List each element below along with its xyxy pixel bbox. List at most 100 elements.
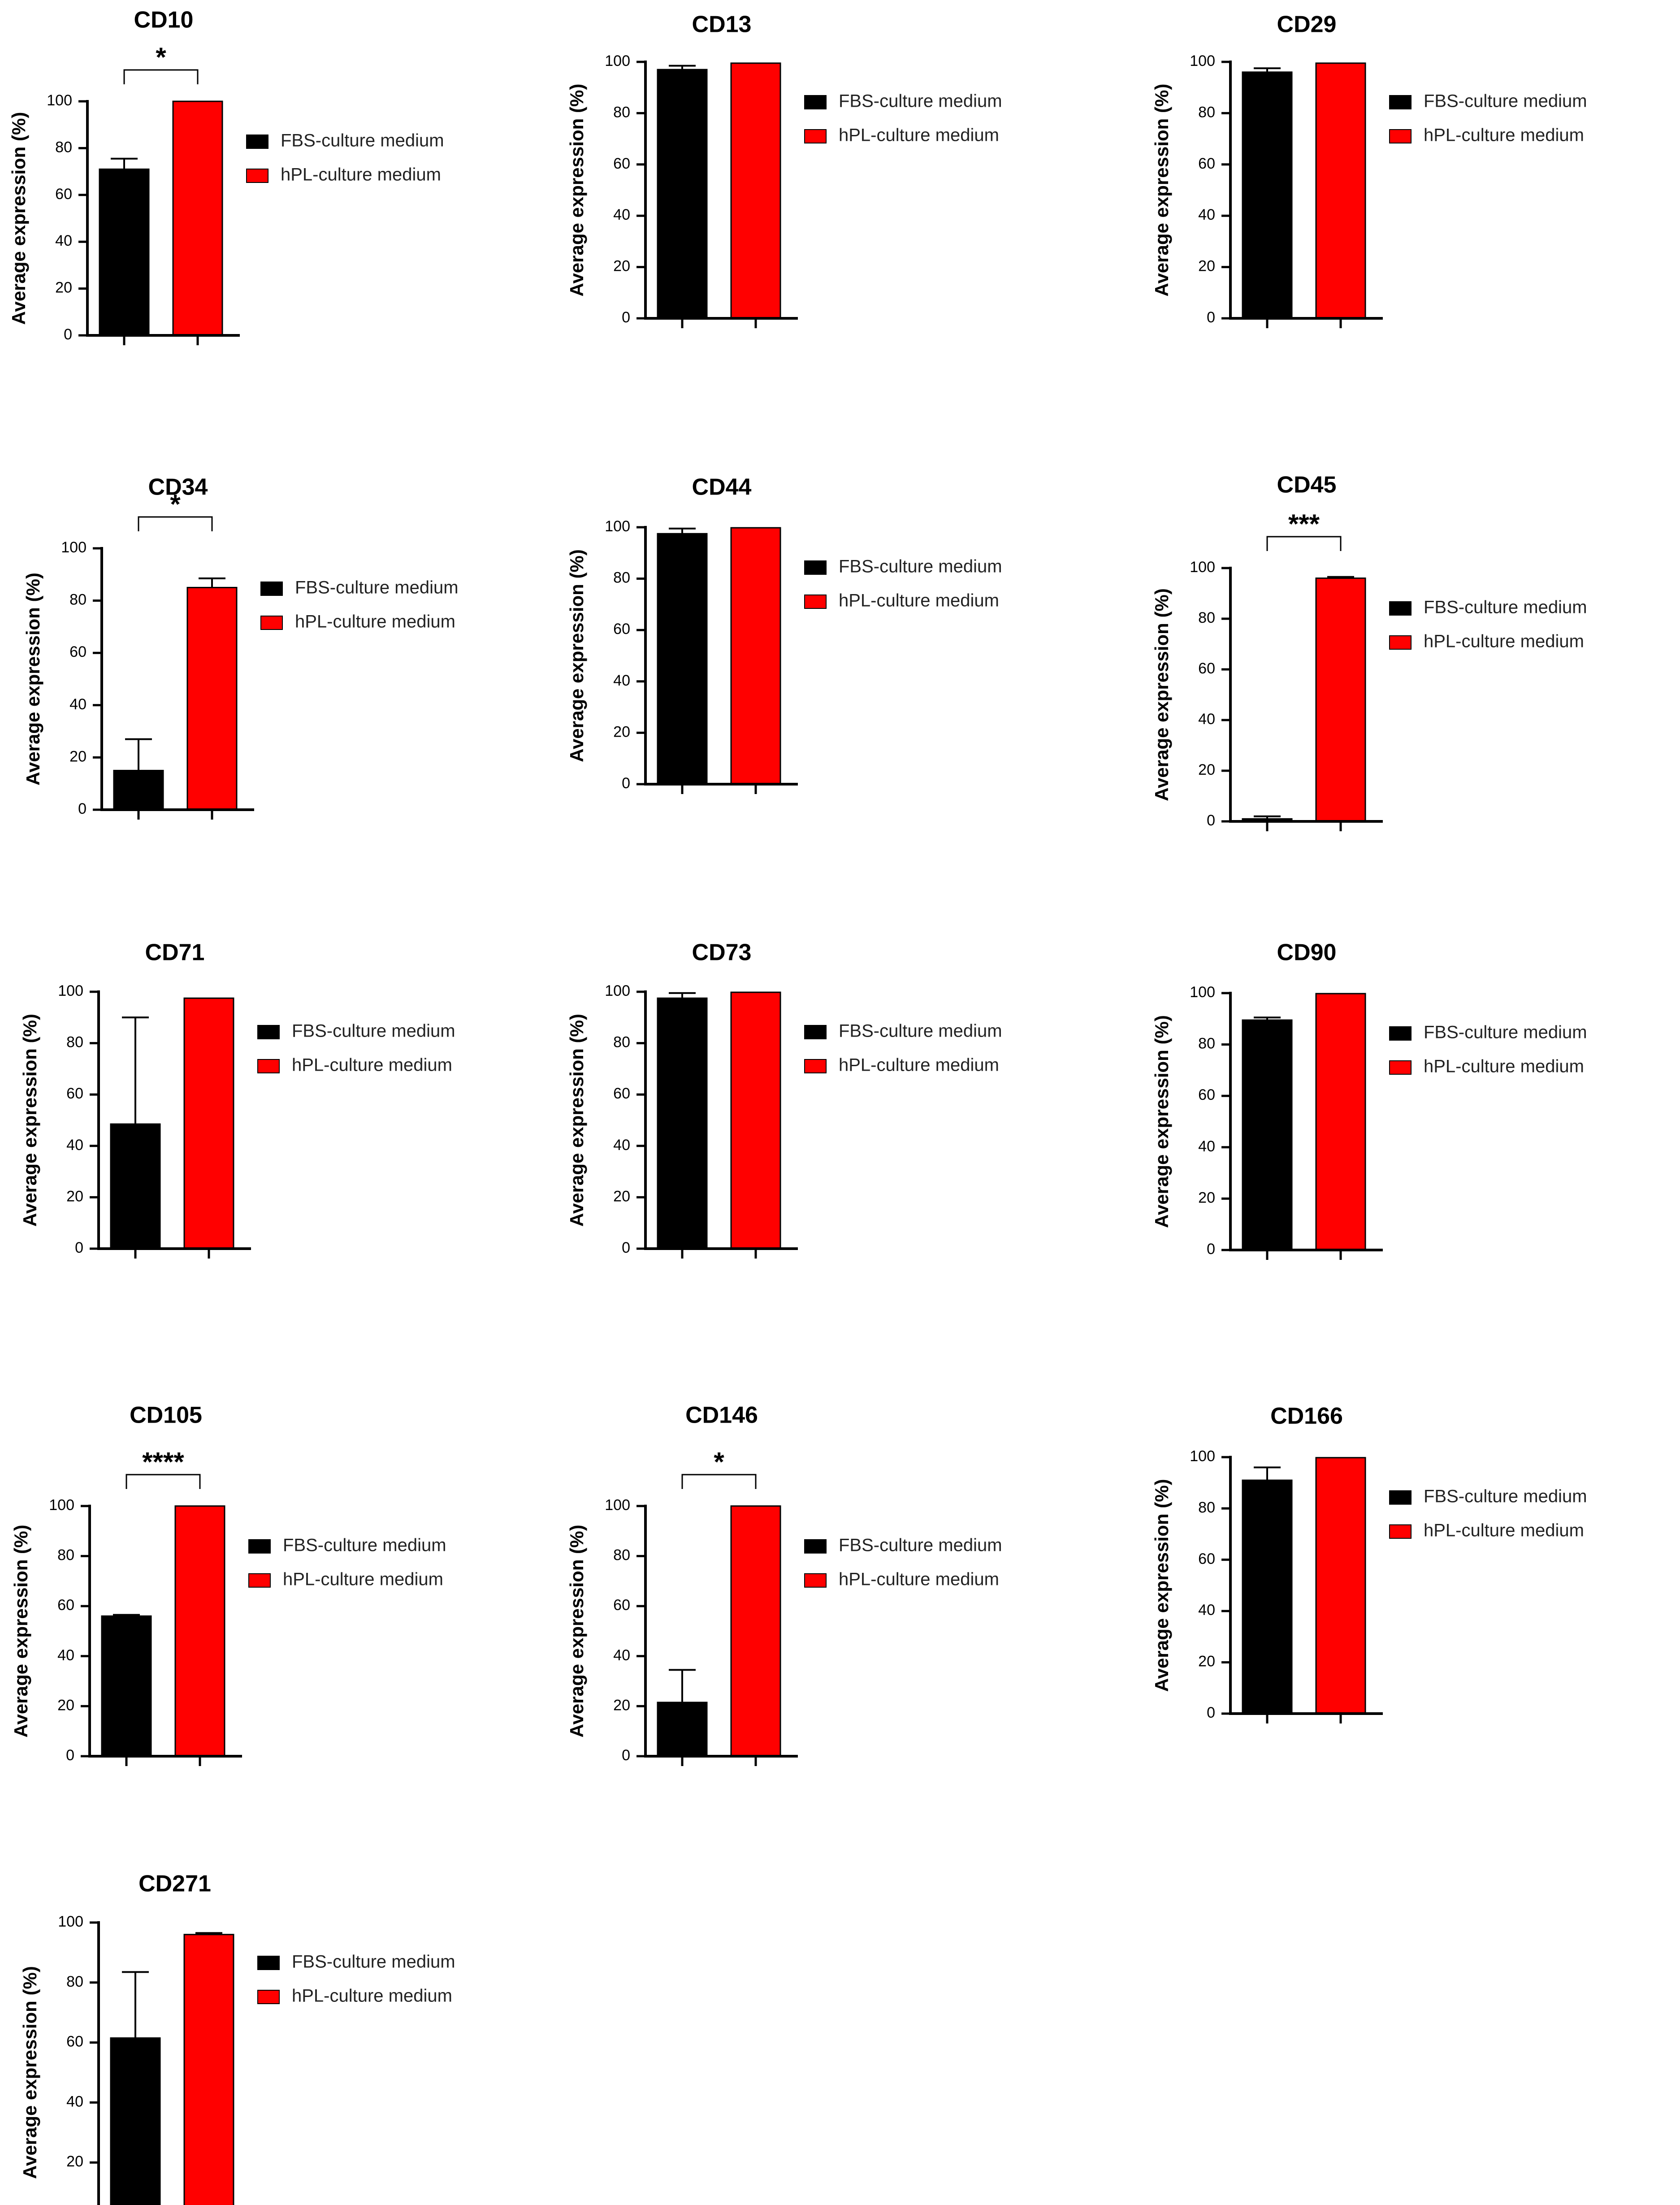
y-tick-label: 20	[55, 279, 72, 296]
legend-label-fbs: FBS-culture medium	[1424, 598, 1587, 617]
y-tick-label: 0	[1207, 1241, 1215, 1258]
y-tick-label: 0	[622, 775, 630, 792]
legend-label-hpl: hPL-culture medium	[292, 1055, 452, 1075]
legend-swatch-hpl	[1389, 635, 1412, 650]
y-tick-label: 0	[622, 1239, 630, 1256]
panel-title: CD90	[1277, 940, 1337, 966]
y-tick-label: 40	[1198, 206, 1215, 223]
bar-fbs	[110, 2037, 161, 2205]
y-tick-label: 40	[1198, 711, 1215, 728]
y-tick-label: 0	[1207, 812, 1215, 829]
y-tick-label: 80	[1198, 104, 1215, 121]
y-tick-label: 20	[613, 1188, 630, 1205]
legend-label-fbs: FBS-culture medium	[295, 578, 459, 598]
chart-panel: CD71 Average expression (%) 0 20 40 60 80 100 FB…	[19, 940, 455, 1259]
legend-label-hpl: hPL-culture medium	[292, 1986, 452, 2006]
significance-label: ****	[142, 1447, 184, 1477]
y-tick-label: 60	[613, 155, 630, 172]
bar-fbs	[657, 69, 708, 319]
y-tick-label: 60	[1198, 1550, 1215, 1567]
y-tick-label: 40	[613, 1647, 630, 1664]
legend-swatch-fbs	[804, 95, 827, 109]
panel-title: CD105	[130, 1402, 202, 1428]
legend-swatch-fbs	[804, 560, 827, 575]
chart-panel: CD44 Average expression (%) 0 20 40 60 80 100 FB…	[566, 474, 1002, 794]
legend-label-hpl: hPL-culture medium	[1424, 1057, 1584, 1076]
y-tick-label: 40	[1198, 1138, 1215, 1155]
y-axis-label: Average expression (%)	[19, 1014, 40, 1227]
legend-swatch-fbs	[246, 135, 268, 149]
y-tick-label: 100	[605, 52, 630, 69]
y-tick-label: 100	[58, 982, 83, 999]
y-tick-label: 80	[1198, 1499, 1215, 1516]
legend-swatch-hpl	[257, 1990, 280, 2004]
y-tick-label: 80	[613, 1034, 630, 1051]
legend-swatch-hpl	[1389, 1060, 1412, 1075]
legend-swatch-fbs	[257, 1025, 280, 1039]
y-tick-label: 100	[605, 518, 630, 535]
legend-swatch-hpl	[804, 595, 827, 609]
bar-hpl	[1315, 577, 1366, 822]
legend-swatch-hpl	[246, 169, 268, 183]
y-tick-label: 20	[66, 1188, 83, 1205]
legend-swatch-fbs	[804, 1539, 827, 1554]
chart-panel: CD105 Average expression (%) 0 20 40 60 80 100 *…	[10, 1402, 446, 1766]
y-tick-label: 20	[57, 1697, 74, 1714]
bar-hpl	[730, 527, 781, 785]
chart-panel: CD73 Average expression (%) 0 20 40 60 80 100 FB…	[566, 940, 1002, 1259]
y-tick-label: 80	[613, 104, 630, 121]
legend-label-hpl: hPL-culture medium	[1424, 1521, 1584, 1541]
y-tick-label: 100	[49, 1497, 74, 1514]
chart-panel: CD13 Average expression (%) 0 20 40 60 80 100 FB…	[566, 12, 1002, 328]
bar-fbs	[99, 168, 150, 336]
legend-label-fbs: FBS-culture medium	[839, 1021, 1002, 1041]
y-tick-label: 100	[1190, 984, 1215, 1001]
y-tick-label: 0	[75, 1239, 83, 1256]
legend-label-fbs: FBS-culture medium	[283, 1536, 446, 1555]
y-tick-label: 80	[613, 569, 630, 586]
y-tick-label: 40	[613, 1137, 630, 1154]
panel-title: CD44	[692, 474, 752, 500]
y-tick-label: 80	[69, 591, 87, 608]
legend-swatch-fbs	[1389, 601, 1412, 616]
y-axis-label: Average expression (%)	[1151, 1479, 1172, 1692]
y-tick-label: 100	[605, 1497, 630, 1514]
y-tick-label: 100	[605, 982, 630, 999]
legend-swatch-hpl	[804, 1573, 827, 1588]
y-tick-label: 60	[613, 621, 630, 638]
bar-hpl	[730, 62, 781, 319]
y-tick-label: 60	[57, 1597, 74, 1614]
y-axis-label: Average expression (%)	[1151, 84, 1172, 297]
y-tick-label: 60	[613, 1085, 630, 1102]
panel-title: CD73	[692, 940, 752, 966]
y-tick-label: 40	[57, 1647, 74, 1664]
y-tick-label: 20	[613, 1697, 630, 1714]
y-tick-label: 40	[69, 696, 87, 713]
legend-label-hpl: hPL-culture medium	[1424, 632, 1584, 651]
panel-title: CD71	[145, 940, 205, 966]
legend-swatch-fbs	[248, 1539, 271, 1554]
legend-swatch-fbs	[257, 1956, 280, 1970]
legend-swatch-hpl	[804, 129, 827, 143]
significance-bracket	[1266, 536, 1342, 551]
legend-label-hpl: hPL-culture medium	[283, 1570, 443, 1589]
legend-swatch-fbs	[1389, 1490, 1412, 1505]
legend-swatch-hpl	[804, 1059, 827, 1073]
bar-hpl	[174, 1505, 225, 1757]
panel-title: CD146	[685, 1402, 758, 1428]
y-tick-label: 80	[613, 1547, 630, 1564]
y-axis-label: Average expression (%)	[566, 1014, 587, 1227]
y-tick-label: 40	[613, 206, 630, 223]
y-tick-label: 80	[57, 1547, 74, 1564]
bar-fbs	[657, 997, 708, 1250]
legend-label-fbs: FBS-culture medium	[292, 1952, 455, 1972]
panel-title: CD34	[148, 474, 208, 500]
panel-title: CD13	[692, 12, 752, 38]
y-tick-label: 40	[66, 2093, 83, 2110]
chart-panel: CD146 Average expression (%) 0 20 40 60 80 100 *…	[566, 1402, 1002, 1766]
legend-swatch-hpl	[260, 616, 283, 630]
bar-fbs	[657, 533, 708, 785]
y-tick-label: 0	[622, 309, 630, 326]
